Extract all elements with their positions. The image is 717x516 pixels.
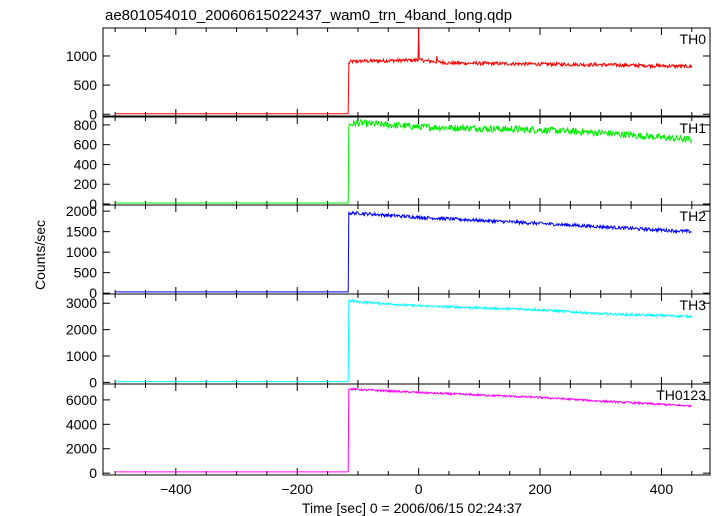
y-tick-label: 2000 — [66, 203, 97, 219]
x-tick-label: 400 — [650, 481, 674, 497]
y-tick-label: 600 — [74, 137, 98, 153]
panel-label-th1: TH1 — [680, 120, 707, 136]
panel-label-th0123: TH0123 — [656, 387, 706, 403]
series-line-th3 — [115, 298, 693, 383]
x-tick-label: 0 — [415, 481, 423, 497]
x-tick-label: −400 — [160, 481, 192, 497]
y-tick-label: 4000 — [66, 416, 97, 432]
y-tick-label: 500 — [74, 265, 98, 281]
panels-group: 0 500 1000 TH0 0 200 400 600 800 TH1 0 500 1000 1500 2… — [66, 27, 711, 497]
series-line-th2 — [115, 210, 692, 293]
y-tick-label: 1000 — [66, 48, 97, 64]
panel-frame-th0 — [102, 27, 711, 117]
y-tick-label: 2000 — [66, 322, 97, 338]
x-tick-label: −200 — [281, 481, 313, 497]
series-line-th0 — [115, 27, 693, 115]
y-tick-label: 0 — [89, 196, 97, 212]
y-tick-label: 3000 — [66, 295, 97, 311]
y-tick-label: 6000 — [66, 392, 97, 408]
y-tick-label: 500 — [74, 77, 98, 93]
y-tick-label: 1000 — [66, 244, 97, 260]
series-line-th1 — [115, 118, 693, 204]
x-axis-label: Time [sec] 0 = 2006/06/15 02:24:37 — [302, 500, 522, 516]
y-tick-label: 1000 — [66, 348, 97, 364]
y-tick-label: 200 — [74, 176, 98, 192]
panel-label-th3: TH3 — [680, 297, 707, 313]
x-tick-label: 200 — [528, 481, 552, 497]
y-tick-label: 1500 — [66, 224, 97, 240]
y-tick-label: 0 — [89, 374, 97, 390]
y-tick-label: 0 — [89, 106, 97, 122]
y-tick-label: 0 — [89, 285, 97, 301]
panel-frame-th0123 — [102, 383, 711, 476]
y-tick-label: 0 — [89, 465, 97, 481]
y-tick-label: 2000 — [66, 441, 97, 457]
panel-label-th2: TH2 — [680, 208, 707, 224]
series-line-th0123 — [115, 387, 692, 473]
y-axis-label: Counts/sec — [32, 220, 48, 290]
y-tick-label: 800 — [74, 117, 98, 133]
panel-label-th0: TH0 — [680, 31, 707, 47]
y-tick-label: 400 — [74, 156, 98, 172]
chart-title: ae801054010_20060615022437_wam0_trn_4ban… — [105, 7, 512, 24]
